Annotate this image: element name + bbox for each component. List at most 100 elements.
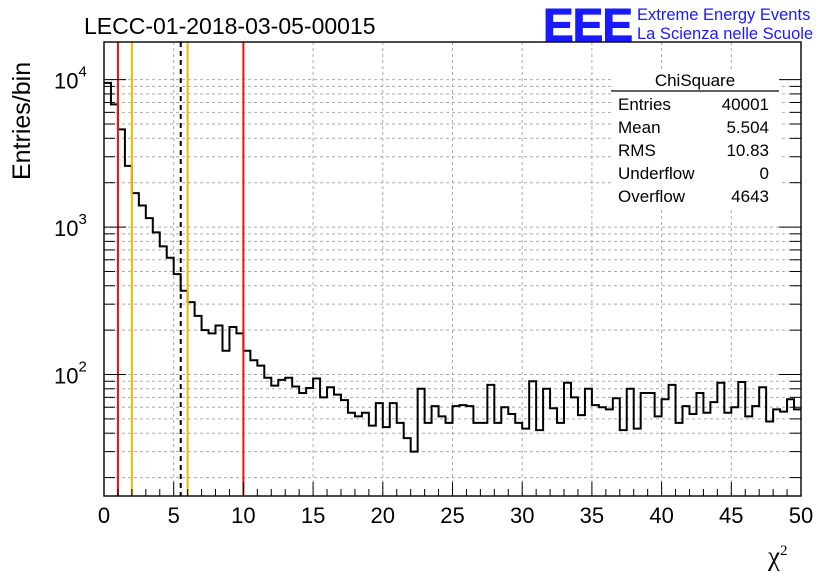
histogram-bin [508,414,515,496]
histogram-bin [202,330,209,496]
histogram-bin [773,409,780,496]
histogram-bin [620,430,627,496]
histogram-bin [766,422,773,496]
histogram-bin [139,206,146,496]
histogram-bin [599,407,606,496]
histogram-bin [132,193,139,496]
y-tick-label: 102 [54,359,87,389]
stats-value: 10.83 [726,141,769,160]
y-tick-label: 104 [54,64,87,94]
histogram-bin [480,423,487,496]
stats-value: 5.504 [726,118,769,137]
histogram-bin [529,381,536,496]
histogram-bin [341,400,348,496]
logo-line1: Extreme Energy Events [637,6,810,24]
histogram-bin [759,387,766,496]
histogram-bin [118,129,125,496]
histogram-bin [550,408,557,496]
x-tick-labels: 0 5 10 15 20 25 30 35 40 45 50 [98,503,813,528]
histogram-bin [487,385,494,496]
histogram-bin [327,387,334,496]
histogram-bin [780,412,787,496]
grid [104,42,801,496]
histogram-bin [432,406,439,496]
histogram-bin [264,378,271,496]
x-axis-label-chi: χ [767,541,780,571]
y-tick-base: 10 [54,216,78,241]
histogram-bin [243,351,250,496]
histogram-bin [459,405,466,496]
stats-name: ChiSquare [655,71,735,90]
histogram-bin [411,452,418,496]
histogram-bin [613,398,620,496]
histogram-bin [390,403,397,496]
histogram-bin [104,83,111,496]
eee-logo-text: EEE [543,0,632,51]
histogram-bin [334,395,341,496]
histogram-bin [250,360,257,496]
histogram-bin [494,423,501,496]
y-tick-exponent: 2 [78,359,86,376]
histogram-bin [278,380,285,496]
histogram-bin [571,397,578,496]
histogram-bin [794,409,801,496]
histogram-bin [111,104,118,496]
stats-label: Mean [618,118,661,137]
y-tick-label: 103 [54,211,87,241]
stats-label: Overflow [618,187,686,206]
stats-value: 4643 [731,187,769,206]
histogram-bin [257,366,264,496]
histogram-bin [564,383,571,496]
histogram-bin [383,427,390,496]
histogram-bin [355,416,362,496]
y-tick-base: 10 [54,69,78,94]
stats-label: Entries [618,95,671,114]
axis-ticks [103,79,802,496]
histogram-bin [362,413,369,496]
histogram-bin [453,406,460,496]
histogram-bin [446,423,453,496]
histogram-bin [292,386,299,496]
x-tick-label: 5 [168,503,180,528]
histogram-bin [313,378,320,496]
histogram-bin [578,415,585,496]
x-tick-label: 15 [301,503,325,528]
x-tick-label: 40 [649,503,673,528]
histogram-bin [167,258,174,496]
histogram-bin [501,407,508,496]
histogram-bin [376,403,383,496]
histogram-bin [648,393,655,496]
histogram-bin [655,416,662,496]
histogram-bin [188,302,195,496]
histogram-bin [634,429,641,496]
histogram-bin [731,407,738,496]
histogram-bin [209,333,216,496]
histogram-bin [418,389,425,496]
histogram-bin [425,423,432,496]
histogram-bin [536,430,543,496]
histogram-bin [724,413,731,496]
histogram-bin [592,405,599,496]
histogram-bin [369,426,376,496]
histogram-bin [515,423,522,496]
x-tick-label: 10 [231,503,255,528]
x-axis-label: χ2 [767,541,787,571]
histogram-bin [557,423,564,496]
x-axis-label-exponent: 2 [780,543,788,559]
x-tick-label: 25 [440,503,464,528]
histogram-bin [229,327,236,496]
histogram-bin [299,393,306,496]
histogram-bin [717,383,724,496]
x-tick-label: 30 [510,503,534,528]
histogram-bin [271,386,278,496]
histogram-bin [585,389,592,496]
histogram-bin [745,416,752,496]
histogram-outline [104,81,801,453]
marker-lines [116,42,245,496]
histogram-bin [348,413,355,496]
histogram-bin [676,423,683,496]
histogram-bin [146,218,153,496]
histogram-bin [752,406,759,496]
histogram-bin [641,393,648,496]
